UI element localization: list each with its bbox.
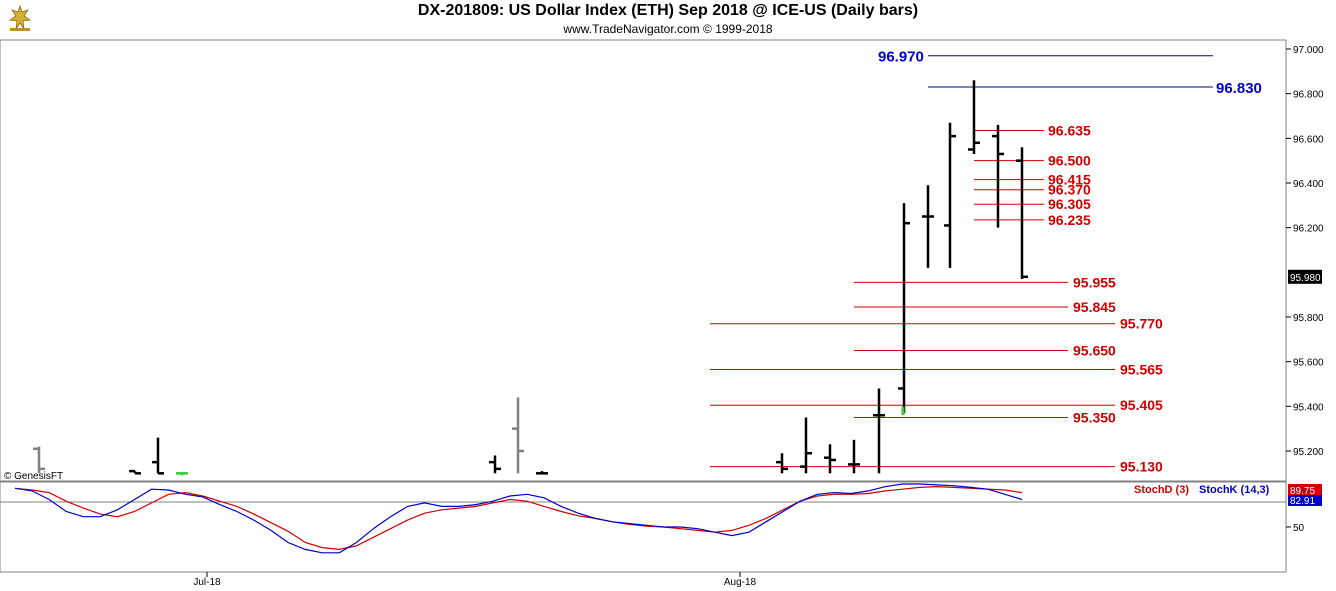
x-tick-label: Jul-18: [193, 577, 221, 588]
genesis-logo-icon: [6, 4, 34, 32]
stoch-series-line: [14, 483, 1023, 554]
price-levels: 96.970 96.830 96.635 96.500 96.41596.37096.3…: [710, 49, 1262, 475]
ohlc-bars: [33, 80, 1028, 476]
ohlc-bar: [512, 397, 524, 474]
ohlc-bar: [776, 453, 788, 474]
blue-level-label: 96.970: [878, 49, 924, 66]
ohlc-bar: [489, 455, 501, 474]
stochd-value-label: 89.75: [1290, 486, 1315, 497]
price-tick-label: 96.200: [1293, 224, 1324, 235]
ohlc-bar: [898, 203, 910, 414]
ohlc-bar: [176, 472, 188, 476]
ohlc-bar: [922, 185, 934, 268]
stochd-value-badge: [1288, 484, 1322, 497]
ohlc-bar: [1016, 147, 1028, 280]
red-level-label: 95.955: [1073, 274, 1116, 290]
red-level-label: 96.635: [1048, 123, 1091, 139]
ohlc-bar: [944, 122, 956, 268]
red-level-label: 95.650: [1073, 343, 1116, 359]
last-price-badge: [1288, 269, 1322, 284]
ohlc-bar: [968, 80, 980, 154]
chart-subtitle: www.TradeNavigator.com © 1999-2018: [563, 22, 773, 36]
chart-header: DX-201809: US Dollar Index (ETH) Sep 201…: [0, 0, 1336, 40]
last-price-label: 95.980: [1290, 273, 1321, 284]
price-panel-frame: [0, 39, 1287, 482]
red-level-label: 96.235: [1048, 212, 1091, 228]
red-level-label: 96.305: [1048, 196, 1091, 212]
legend-stochk: StochK (14,3): [1199, 484, 1270, 496]
legend-stochd: StochD (3): [1134, 484, 1189, 496]
price-tick-label: 95.200: [1293, 447, 1324, 458]
ohlc-bar: [536, 471, 548, 475]
price-tick-label: 95.600: [1293, 358, 1324, 369]
red-level-label: 95.130: [1120, 459, 1163, 475]
red-level-label: 95.405: [1120, 397, 1163, 413]
ohlc-bar: [152, 437, 164, 475]
price-tick-label: 97.000: [1293, 45, 1324, 56]
x-tick-label: Aug-18: [724, 577, 757, 588]
stoch-tick-label: 50: [1293, 523, 1305, 534]
ohlc-bar: [800, 417, 812, 474]
stoch-series-line: [14, 485, 1023, 551]
red-level-label: 95.770: [1120, 316, 1163, 332]
red-level-label: 95.350: [1073, 410, 1116, 426]
price-tick-label: 95.800: [1293, 313, 1324, 324]
price-axis: 97.000 96.800 96.600 96.400 96.200 95.800 95.6…: [1286, 45, 1324, 458]
red-level-label: 96.415: [1048, 172, 1091, 188]
red-level-label: 96.370: [1048, 182, 1091, 198]
stochk-value-badge: [1288, 495, 1322, 506]
ohlc-bar: [129, 469, 141, 475]
blue-level-label: 96.830: [1216, 80, 1262, 97]
ohlc-bar: [992, 124, 1004, 228]
ohlc-bar: [848, 439, 860, 474]
price-tick-label: 96.400: [1293, 179, 1324, 190]
x-axis: Jul-18 Aug-18: [193, 572, 757, 588]
red-level-label: 95.845: [1073, 299, 1116, 315]
ohlc-bar: [873, 388, 885, 474]
watermark: © GenesisFT: [4, 471, 63, 482]
stochk-value-label: 82.91: [1290, 496, 1315, 507]
chart-title: DX-201809: US Dollar Index (ETH) Sep 201…: [417, 2, 919, 19]
red-level-label: 96.500: [1048, 153, 1091, 169]
ohlc-bar: [33, 446, 45, 474]
price-tick-label: 96.600: [1293, 134, 1324, 145]
red-level-label: 95.565: [1120, 361, 1163, 377]
ohlc-bar: [824, 444, 836, 474]
price-tick-label: 95.400: [1293, 402, 1324, 413]
price-tick-label: 96.800: [1293, 90, 1324, 101]
